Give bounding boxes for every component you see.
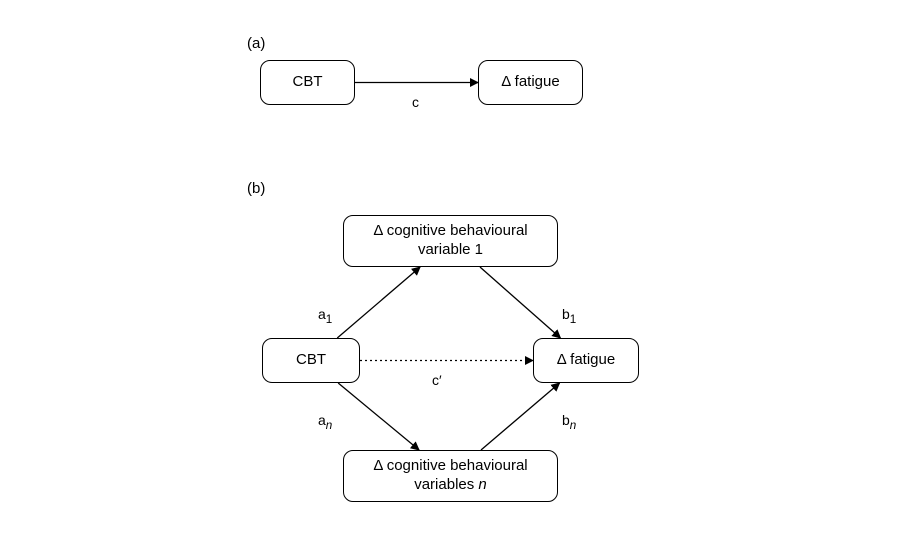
- node-b-cbt: CBT: [262, 338, 360, 383]
- node-label: Δ fatigue: [557, 351, 615, 370]
- node-label: Δ cognitive behaviouralvariables n: [373, 457, 527, 495]
- node-b-mediator-n: Δ cognitive behaviouralvariables n: [343, 450, 558, 502]
- edge-label-an: an: [318, 412, 332, 432]
- edge-label-a1: a1: [318, 306, 332, 326]
- node-b-mediator-1: Δ cognitive behaviouralvariable 1: [343, 215, 558, 267]
- node-a-fatigue: Δ fatigue: [478, 60, 583, 105]
- node-label: Δ fatigue: [501, 73, 559, 92]
- node-a-cbt: CBT: [260, 60, 355, 105]
- node-label: CBT: [296, 351, 326, 370]
- edge-label-bn: bn: [562, 412, 576, 432]
- edge-label-c: c: [412, 94, 419, 110]
- node-label: Δ cognitive behaviouralvariable 1: [373, 222, 527, 260]
- node-b-fatigue: Δ fatigue: [533, 338, 639, 383]
- node-label: CBT: [293, 73, 323, 92]
- edge-label-c-prime: c′: [432, 372, 442, 388]
- edge-label-b1: b1: [562, 306, 576, 326]
- panel-a-label: (a): [247, 35, 265, 52]
- panel-b-label: (b): [247, 180, 265, 197]
